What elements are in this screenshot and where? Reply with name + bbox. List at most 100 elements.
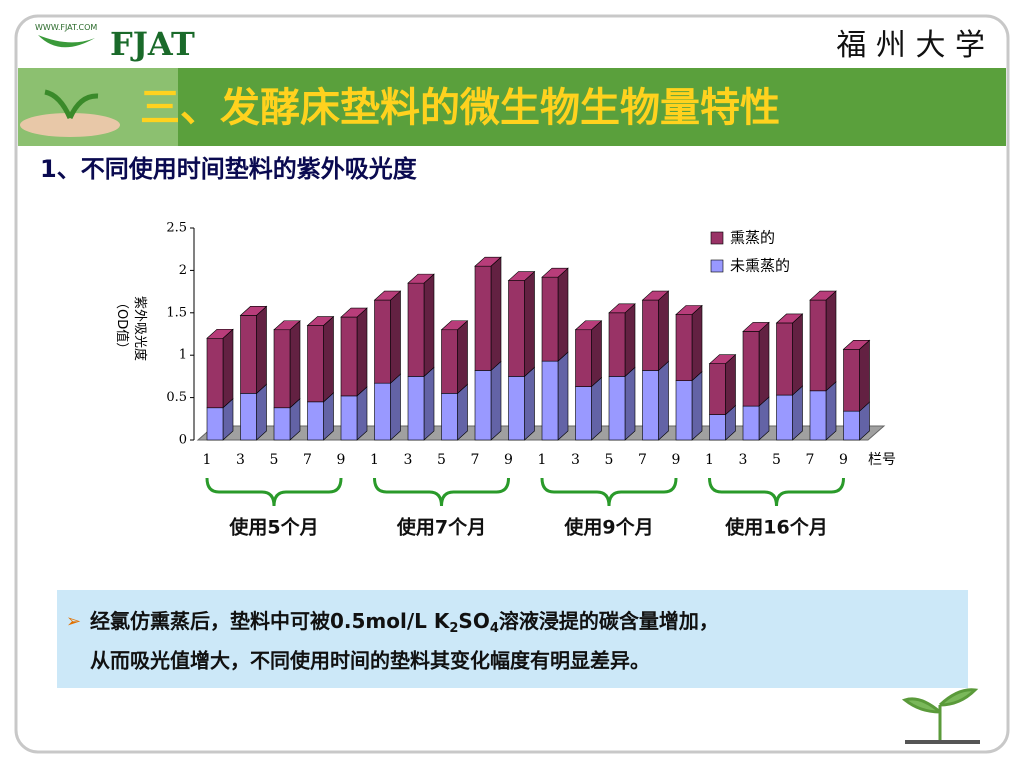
bar-side	[825, 290, 837, 392]
bar	[742, 405, 760, 441]
bar	[776, 394, 793, 441]
note-sub: 4	[490, 621, 499, 636]
bar-side	[691, 304, 703, 382]
bar-side	[457, 320, 468, 395]
bar-side	[524, 366, 535, 441]
bar	[776, 322, 793, 396]
bar-top	[742, 322, 770, 332]
soil	[905, 740, 980, 744]
bullet: ➢	[66, 611, 81, 632]
x-tick-label: 5	[605, 452, 614, 468]
bar-top	[675, 305, 703, 315]
bar-top	[842, 339, 871, 350]
bar-top	[407, 273, 435, 284]
x-tick-label: 9	[839, 452, 848, 468]
bar	[340, 316, 358, 397]
bar-side	[390, 290, 401, 384]
slide-title: 三、发酵床垫料的微生物生物量特性	[140, 85, 780, 131]
bar-top	[641, 290, 670, 301]
title-band	[18, 68, 1006, 146]
bar	[675, 314, 693, 381]
bar	[675, 380, 693, 441]
bar	[206, 337, 224, 409]
bar-side	[859, 339, 870, 412]
logo-icon	[38, 35, 95, 48]
bar	[843, 348, 860, 412]
bar	[307, 401, 324, 441]
x-tick-label: 3	[571, 452, 580, 468]
bar-top	[608, 303, 636, 314]
x-tick-label: 3	[404, 452, 413, 468]
group-label: 使用5个月	[228, 517, 318, 539]
y-tick-label: 2	[179, 263, 187, 278]
group-brace	[708, 477, 845, 507]
bar	[642, 370, 659, 441]
x-tick-label: 7	[471, 452, 480, 468]
bar	[340, 395, 358, 441]
note-text: SO	[458, 609, 489, 633]
bar	[575, 386, 592, 441]
x-tick-label: 7	[638, 452, 647, 468]
x-tick-label: 9	[337, 452, 346, 468]
x-tick-label: 1	[370, 452, 379, 468]
note-line: 从而吸光值增大，不同使用时间的垫料其变化幅度有明显差异。	[90, 649, 650, 673]
bar-side	[423, 273, 435, 378]
x-tick-label: 9	[672, 452, 681, 468]
bar-side	[691, 370, 703, 441]
bar-top	[239, 306, 268, 316]
bar-side	[524, 270, 535, 378]
bar-top	[541, 267, 569, 278]
x-tick-label: 7	[303, 452, 312, 468]
bar	[407, 376, 425, 441]
x-tick-label: 1	[705, 452, 714, 468]
x-tick-label: 5	[772, 452, 781, 468]
bar	[843, 410, 860, 441]
bar-top	[507, 271, 536, 281]
bar-side	[658, 290, 669, 372]
bar	[474, 370, 492, 441]
bar-side	[390, 373, 401, 441]
bar	[809, 299, 827, 392]
bar-side	[356, 307, 368, 397]
bar-top	[775, 313, 804, 324]
logo-url: WWW.FJAT.COM	[35, 23, 97, 32]
bar-top	[273, 320, 301, 331]
subtitle: 1、不同使用时间垫料的紫外吸光度	[40, 155, 418, 183]
bar-top	[440, 320, 469, 331]
bar	[508, 376, 525, 441]
bar-top	[474, 256, 502, 267]
note-text: 溶液浸提的碳含量增加，	[499, 609, 719, 633]
bar-side	[758, 321, 770, 407]
bar	[307, 325, 324, 403]
x-tick-label: 5	[270, 452, 279, 468]
x-tick-label: 1	[203, 452, 212, 468]
x-tick-label: 3	[739, 452, 748, 468]
bar-side	[256, 383, 267, 441]
group-label: 使用9个月	[563, 517, 653, 539]
group-label: 使用7个月	[396, 517, 486, 539]
bar	[575, 329, 592, 387]
bar-side	[624, 303, 636, 378]
bar-side	[557, 351, 569, 441]
group-label: 使用16个月	[724, 517, 827, 539]
bar	[642, 299, 659, 371]
bar	[608, 376, 626, 441]
bar	[608, 312, 626, 377]
x-tick-label: 1	[538, 452, 547, 468]
logo: FJAT	[110, 25, 195, 63]
x-axis-label: 栏号	[868, 452, 896, 468]
bar	[474, 265, 492, 371]
bar-top	[340, 307, 368, 318]
group-brace	[205, 477, 343, 507]
bar	[374, 382, 391, 441]
group-brace	[373, 477, 510, 507]
bar	[541, 360, 559, 441]
note-line: 经氯仿熏蒸后，垫料中可被0.5mol/L K2SO4溶液浸提的碳含量增加，	[90, 609, 719, 636]
bar-top	[206, 328, 234, 339]
bar	[541, 276, 559, 362]
x-tick-label: 9	[504, 452, 513, 468]
bar-side	[557, 267, 569, 362]
bar-top	[574, 320, 603, 331]
y-tick-label: 1.5	[166, 305, 187, 320]
